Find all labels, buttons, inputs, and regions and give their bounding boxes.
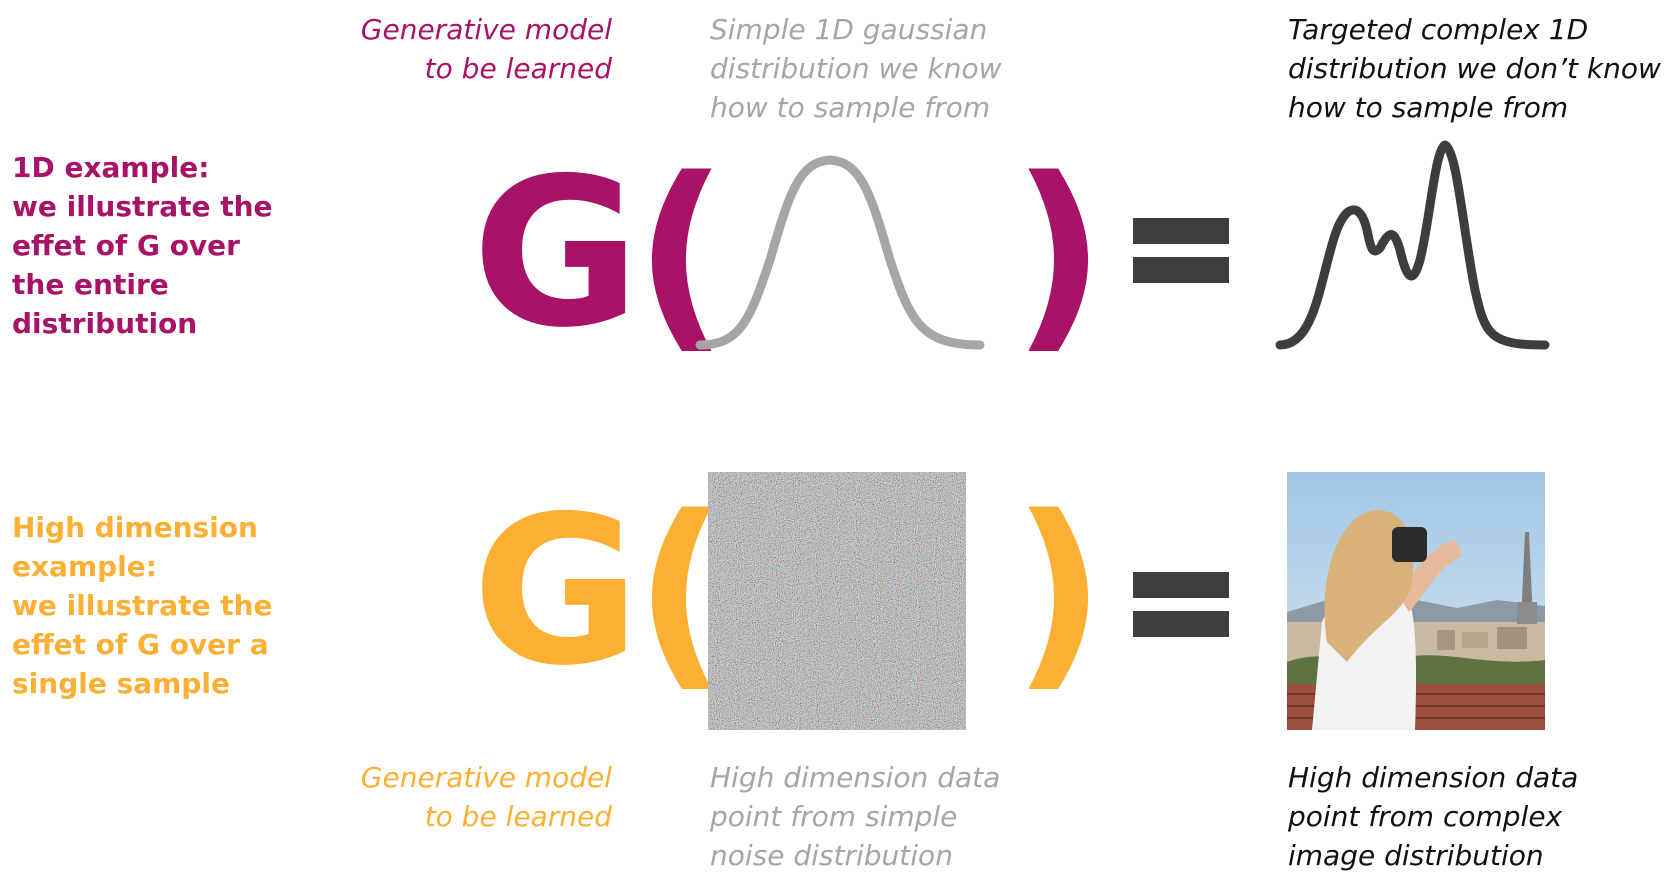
noise-image: [708, 472, 966, 730]
row2-model-caption: Generative model to be learned: [360, 761, 612, 833]
multimodal-curve-icon: [1275, 140, 1550, 350]
row1-equals-bottom: [1133, 257, 1229, 283]
photo-image: [1287, 472, 1545, 730]
row1-equals-top: [1133, 218, 1229, 244]
row1-g-symbol: G(: [472, 135, 728, 373]
row1-output-caption: Targeted complex 1D distribution we don’…: [1288, 13, 1661, 124]
row2-g-symbol: G(: [472, 473, 728, 711]
row2-output-caption: High dimension data point from complex i…: [1288, 761, 1579, 872]
row1-model-caption: Generative model to be learned: [360, 13, 612, 85]
row1-side-label: 1D example: we illustrate the effet of G…: [12, 151, 273, 340]
gaussian-curve-icon: [695, 155, 985, 350]
row2-side-label: High dimension example: we illustrate th…: [12, 511, 273, 700]
row1-close-paren: ): [1012, 135, 1106, 373]
row2-equals-bottom: [1133, 611, 1229, 637]
row2-equals-top: [1133, 572, 1229, 598]
row2-input-caption: High dimension data point from simple no…: [710, 761, 1001, 872]
row1-input-caption: Simple 1D gaussian distribution we know …: [710, 13, 1002, 124]
row2-close-paren: ): [1012, 473, 1106, 711]
